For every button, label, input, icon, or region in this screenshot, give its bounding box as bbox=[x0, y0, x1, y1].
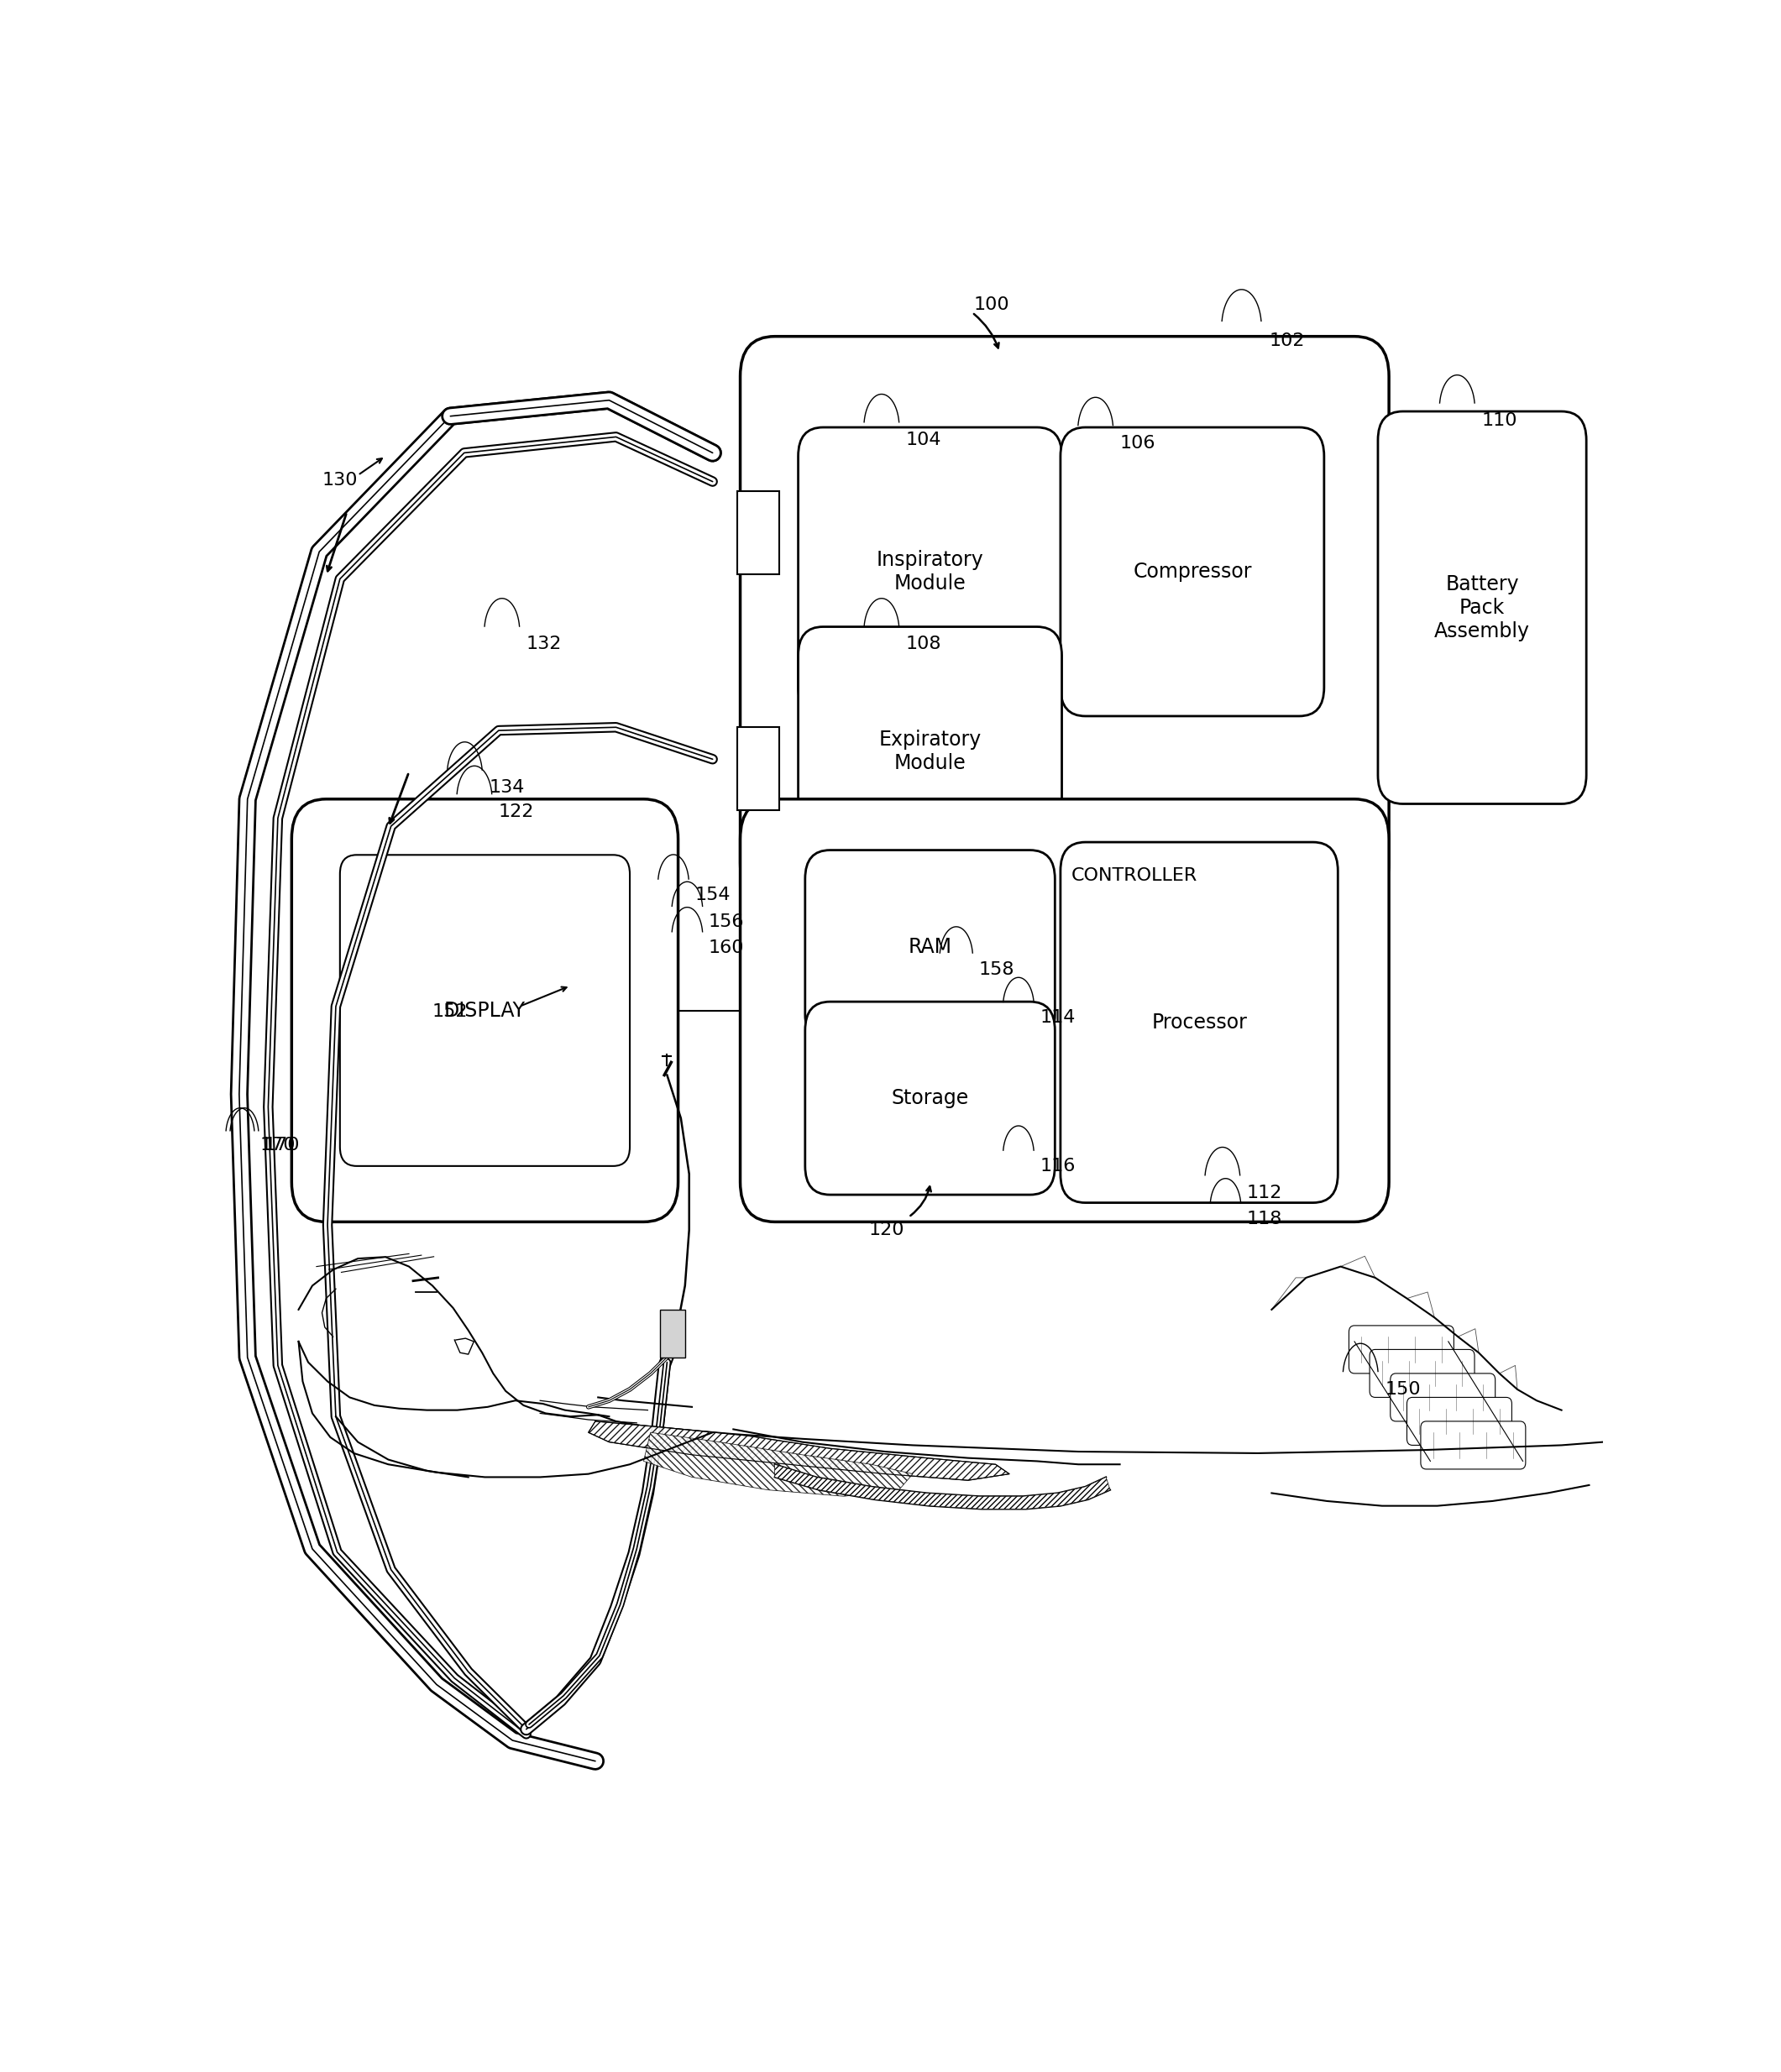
Text: 154: 154 bbox=[695, 887, 730, 903]
Text: 120: 120 bbox=[869, 1220, 905, 1239]
Text: 118: 118 bbox=[1247, 1210, 1282, 1227]
FancyBboxPatch shape bbox=[805, 1001, 1054, 1196]
FancyBboxPatch shape bbox=[1378, 412, 1587, 804]
Text: CONTROLLER: CONTROLLER bbox=[1070, 868, 1197, 885]
FancyBboxPatch shape bbox=[1391, 1374, 1496, 1421]
Text: 108: 108 bbox=[907, 636, 942, 653]
Text: 156: 156 bbox=[709, 914, 744, 930]
FancyBboxPatch shape bbox=[1060, 427, 1323, 717]
FancyBboxPatch shape bbox=[340, 856, 630, 1167]
FancyBboxPatch shape bbox=[798, 427, 1061, 717]
FancyBboxPatch shape bbox=[1407, 1397, 1512, 1446]
FancyBboxPatch shape bbox=[741, 800, 1389, 1222]
Polygon shape bbox=[775, 1465, 1110, 1508]
Text: 160: 160 bbox=[709, 939, 744, 955]
FancyBboxPatch shape bbox=[1060, 841, 1338, 1202]
Text: 170: 170 bbox=[260, 1138, 296, 1154]
Text: 114: 114 bbox=[1040, 1009, 1076, 1026]
Text: 112: 112 bbox=[1247, 1185, 1282, 1202]
FancyBboxPatch shape bbox=[1348, 1326, 1453, 1374]
Text: 170: 170 bbox=[264, 1138, 299, 1154]
FancyBboxPatch shape bbox=[805, 850, 1054, 1042]
Text: 152: 152 bbox=[433, 1003, 468, 1019]
Text: 150: 150 bbox=[1386, 1380, 1421, 1399]
Text: Processor: Processor bbox=[1151, 1013, 1247, 1032]
Text: 102: 102 bbox=[1268, 334, 1304, 350]
Text: Battery
Pack
Assembly: Battery Pack Assembly bbox=[1434, 574, 1530, 640]
Text: 134: 134 bbox=[490, 779, 525, 796]
Text: Compressor: Compressor bbox=[1133, 562, 1252, 582]
Text: 158: 158 bbox=[980, 961, 1015, 978]
Text: 110: 110 bbox=[1482, 412, 1517, 429]
FancyBboxPatch shape bbox=[1421, 1421, 1526, 1469]
Bar bbox=[737, 491, 778, 574]
Text: Expiratory
Module: Expiratory Module bbox=[878, 729, 981, 773]
Text: 104: 104 bbox=[907, 431, 942, 448]
Text: 132: 132 bbox=[527, 636, 561, 653]
Polygon shape bbox=[588, 1421, 1010, 1479]
FancyBboxPatch shape bbox=[1370, 1349, 1475, 1397]
Bar bbox=[737, 727, 778, 810]
Text: 106: 106 bbox=[1120, 435, 1156, 452]
Text: RAM: RAM bbox=[908, 937, 951, 957]
FancyBboxPatch shape bbox=[292, 800, 679, 1222]
Text: 116: 116 bbox=[1040, 1158, 1076, 1175]
Text: 130: 130 bbox=[322, 472, 358, 489]
Bar bbox=[661, 1310, 686, 1357]
Text: 100: 100 bbox=[974, 296, 1010, 313]
FancyBboxPatch shape bbox=[798, 626, 1061, 876]
FancyBboxPatch shape bbox=[741, 336, 1389, 903]
Text: Storage: Storage bbox=[890, 1088, 969, 1109]
Text: DISPLAY: DISPLAY bbox=[443, 1001, 525, 1021]
Text: 122: 122 bbox=[499, 804, 534, 821]
Text: Inspiratory
Module: Inspiratory Module bbox=[876, 549, 983, 593]
Polygon shape bbox=[643, 1432, 914, 1496]
